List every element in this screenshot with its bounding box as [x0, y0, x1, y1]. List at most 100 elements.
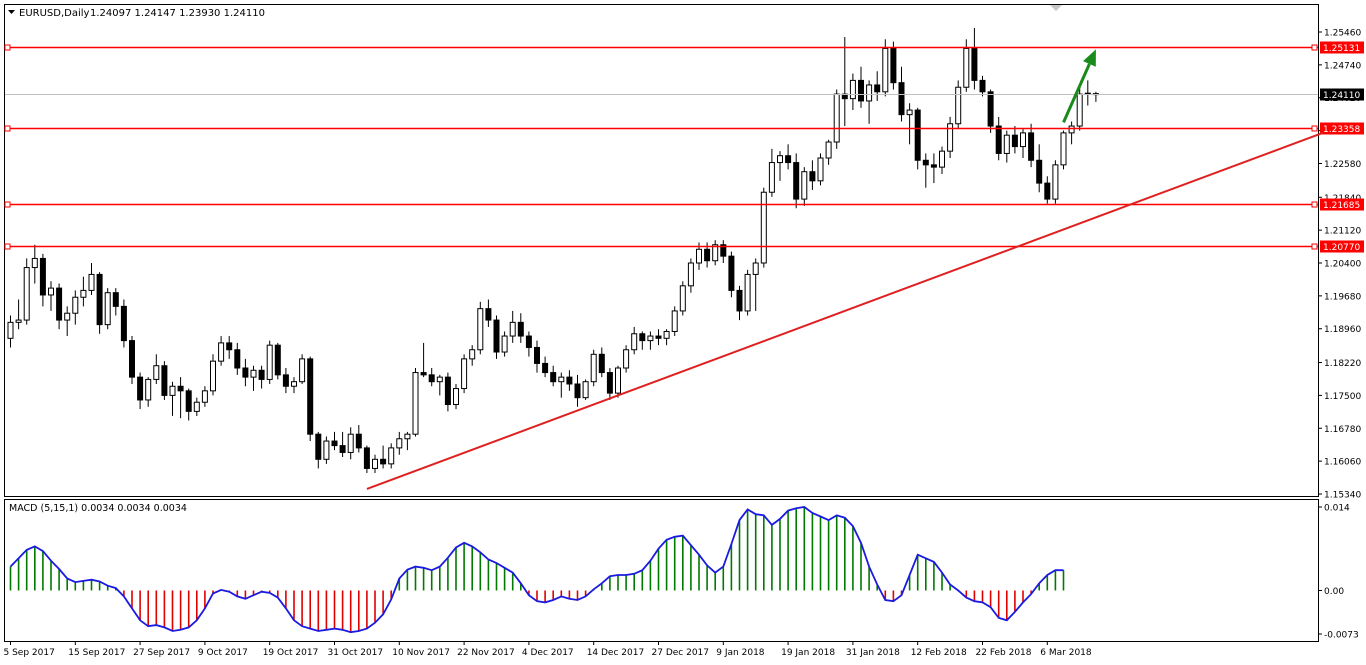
candle: [388, 443, 395, 469]
candle: [363, 445, 370, 473]
candle: [307, 356, 314, 442]
bear-candle-body: [234, 349, 241, 369]
candle: [631, 326, 638, 355]
candle: [428, 368, 435, 387]
bull-candle-body: [453, 388, 459, 406]
bull-candle-body: [760, 191, 767, 264]
level-price-tag-label: 1.20770: [1323, 243, 1360, 253]
time-tick-label: 9 Oct 2017: [198, 648, 248, 658]
candle: [849, 73, 856, 111]
candle: [412, 368, 419, 437]
level-anchor-handle: [4, 243, 11, 250]
symbol-title: EURUSD,Daily: [19, 8, 90, 19]
candle: [930, 153, 937, 184]
candle: [355, 425, 362, 453]
level-price-tag: [1320, 240, 1364, 253]
candle: [120, 299, 127, 348]
macd-tick-label: -0.0073: [1324, 631, 1359, 641]
bull-candle-body: [744, 273, 751, 312]
bull-candle-body: [7, 321, 14, 339]
price-tick-label: 1.15340: [1324, 491, 1361, 501]
candle: [939, 146, 945, 174]
bear-candle-body: [420, 372, 427, 376]
bear-candle-body: [785, 155, 792, 164]
candle: [331, 431, 338, 451]
candle: [793, 153, 800, 209]
bear-candle-body: [96, 273, 103, 326]
bull-candle-body: [469, 349, 476, 360]
candle: [590, 349, 597, 387]
bull-candle-body: [671, 310, 678, 332]
candle: [1076, 87, 1083, 131]
candle: [177, 377, 184, 419]
candle: [995, 116, 1002, 161]
time-tick-label: 31 Jan 2018: [846, 648, 900, 658]
bull-candle-body: [323, 440, 330, 460]
bear-candle-body: [363, 447, 370, 469]
bear-candle-body: [574, 383, 581, 399]
candle: [7, 315, 14, 348]
candle: [104, 288, 111, 330]
bear-candle-body: [331, 440, 338, 447]
symbol-menu-icon[interactable]: [8, 10, 15, 14]
bull-candle-body: [663, 330, 670, 339]
candle: [955, 80, 962, 129]
time-tick-label: 19 Jan 2018: [781, 648, 835, 658]
bull-candle-body: [347, 433, 354, 453]
bull-candle-body: [210, 360, 216, 392]
candle: [485, 299, 492, 327]
bull-candle-body: [72, 296, 79, 314]
bull-candle-body: [193, 401, 200, 412]
candle: [517, 313, 524, 343]
candle: [210, 354, 216, 396]
price-tick-label: 1.25460: [1324, 29, 1361, 39]
candle: [647, 331, 654, 350]
time-tick-label: 19 Oct 2017: [263, 648, 319, 658]
candle: [550, 365, 557, 387]
candle: [720, 240, 727, 263]
bear-candle-body: [242, 367, 249, 378]
chart-shift-marker-icon[interactable]: [1050, 5, 1062, 11]
bear-candle-body: [493, 319, 500, 353]
candle: [922, 153, 929, 188]
candle: [15, 299, 22, 330]
bear-candle-body: [534, 346, 540, 364]
bear-candle-body: [258, 369, 265, 380]
bull-candle-body: [23, 267, 30, 321]
macd-axis: 0.014 0.00 -0.0073: [1318, 504, 1359, 641]
candle: [874, 71, 881, 101]
bear-candle-body: [930, 164, 937, 168]
chart-overlays: 1.24110: [5, 49, 1364, 490]
candle: [72, 290, 79, 325]
candle: [461, 354, 468, 394]
current-price-tag: [1320, 88, 1364, 101]
level-price-tag: [1320, 41, 1364, 54]
bull-candle-body: [752, 262, 759, 275]
time-tick-label: 4 Dec 2017: [522, 648, 574, 658]
candle: [833, 89, 840, 149]
candle: [242, 358, 249, 387]
candle: [987, 89, 994, 133]
candle: [542, 356, 549, 378]
time-tick-label: 12 Feb 2018: [911, 648, 967, 658]
candle: [712, 240, 719, 266]
bear-candle-body: [914, 109, 921, 161]
candle: [558, 372, 565, 398]
bull-candle-body: [696, 248, 702, 264]
bull-candle-body: [48, 287, 54, 296]
bear-candle-body: [995, 125, 1002, 154]
bull-candle-body: [145, 378, 152, 401]
candle: [420, 342, 427, 378]
price-tick-label: 1.22580: [1324, 160, 1361, 170]
bear-candle-body: [922, 159, 929, 166]
time-tick-label: 10 Nov 2017: [392, 648, 450, 658]
candle: [169, 381, 176, 416]
bear-candle-body: [120, 305, 127, 342]
candle: [258, 365, 265, 389]
candle: [31, 244, 38, 284]
bull-candle-body: [882, 47, 889, 93]
ascending-trendline: [366, 131, 1324, 490]
bull-candle-body: [372, 458, 378, 469]
candle: [1044, 176, 1051, 204]
bear-candle-body: [736, 289, 743, 312]
